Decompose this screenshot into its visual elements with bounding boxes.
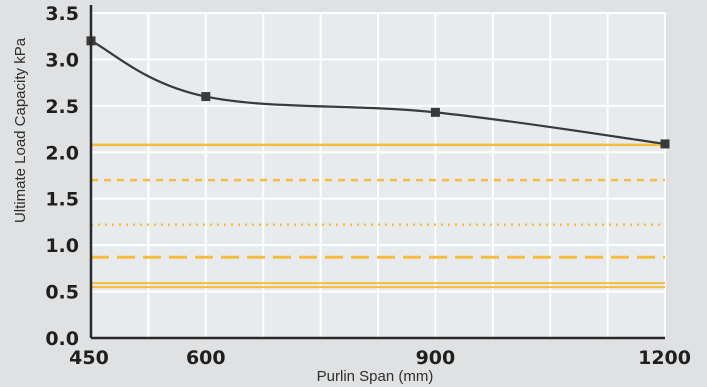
y-tick-label: 2.5: [45, 96, 79, 118]
x-tick-label: 1200: [638, 347, 691, 369]
x-tick-label: 450: [69, 347, 109, 369]
tick-labels: 0.0 0.5 1.0 1.5 2.0 2.5 3.0 3.5 450 600 900 1200: [45, 3, 691, 369]
x-axis-title: Purlin Span (mm): [317, 368, 434, 385]
y-tick-label: 1.0: [45, 235, 79, 257]
y-tick-label: 0.0: [45, 328, 79, 350]
data-point: [430, 107, 440, 117]
y-tick-label: 3.5: [45, 3, 79, 25]
y-tick-label: 2.0: [45, 142, 79, 164]
data-point: [660, 139, 670, 149]
x-tick-label: 600: [186, 347, 226, 369]
reference-lines: [91, 143, 665, 289]
y-axis-title: Ultimate Load Capacity kPa: [12, 37, 29, 223]
y-tick-label: 1.5: [45, 189, 79, 211]
data-point: [201, 92, 211, 102]
x-tick-label: 900: [416, 347, 456, 369]
y-tick-label: 3.0: [45, 49, 79, 71]
series-line: [90, 39, 666, 146]
y-tick-label: 0.5: [45, 282, 79, 304]
axes: [89, 5, 665, 340]
